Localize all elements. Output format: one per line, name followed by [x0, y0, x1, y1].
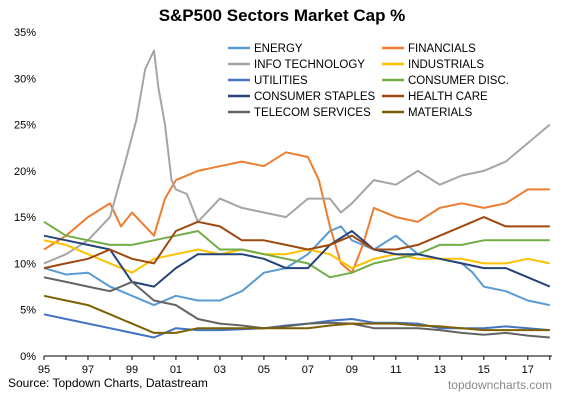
y-axis: 0% 5% 10% 15% 20% 25% 30% 35%: [14, 27, 36, 363]
legend-label: FINANCIALS: [408, 43, 476, 55]
y-tick-label: 30%: [14, 73, 36, 85]
x-axis: 95 97 99 01 03 05 07 09 11 13 15 17: [38, 355, 552, 376]
legend-label: HEALTH CARE: [408, 91, 488, 103]
x-tick-label: 13: [434, 364, 446, 376]
y-tick-label: 15%: [14, 212, 36, 224]
x-tick-label: 99: [126, 364, 138, 376]
series-line-consumer-disc: [43, 220, 550, 279]
legend-label: UTILITIES: [254, 75, 308, 87]
x-tick-label: 09: [346, 364, 358, 376]
legend-label: TELECOM SERVICES: [254, 107, 371, 119]
series-line-financials: [43, 151, 550, 274]
x-tick-label: 07: [302, 364, 314, 376]
legend-label: ENERGY: [254, 43, 303, 55]
legend-label: MATERIALS: [408, 107, 473, 119]
legend-label: INDUSTRIALS: [408, 59, 484, 71]
x-tick-label: 95: [38, 364, 50, 376]
legend-label: CONSUMER STAPLES: [254, 91, 376, 103]
x-tick-label: 01: [170, 364, 182, 376]
chart-title: S&P500 Sectors Market Cap %: [158, 6, 406, 25]
x-tick-label: 15: [478, 364, 490, 376]
y-tick-label: 25%: [14, 120, 36, 132]
legend-label: INFO TECHNOLOGY: [254, 59, 365, 71]
y-tick-label: 10%: [14, 258, 36, 270]
series-line-industrials: [43, 239, 551, 274]
source-note: Source: Topdown Charts, Datastream: [8, 376, 208, 390]
x-tick-label: 97: [82, 364, 94, 376]
legend-label: CONSUMER DISC.: [408, 75, 509, 87]
series-line-consumer-staples: [43, 230, 551, 288]
x-tick-label: 11: [390, 364, 401, 376]
series-line-health-care: [43, 216, 550, 270]
series-line-materials: [43, 294, 550, 334]
y-tick-label: 20%: [14, 166, 36, 178]
x-tick-label: 17: [522, 364, 534, 376]
y-tick-label: 35%: [14, 27, 36, 39]
series-line-energy: [43, 225, 551, 307]
legend: ENERGY FINANCIALS INFO TECHNOLOGY INDUSTRIA…: [228, 43, 509, 119]
watermark: topdowncharts.com: [447, 378, 552, 392]
y-tick-label: 5%: [20, 305, 36, 317]
series-lines: [43, 49, 551, 339]
x-tick-label: 03: [214, 364, 226, 376]
series-line-telecom-services: [43, 276, 550, 339]
y-tick-label: 0%: [20, 351, 36, 363]
series-line-info-technology: [43, 49, 551, 265]
x-tick-label: 05: [258, 364, 270, 376]
